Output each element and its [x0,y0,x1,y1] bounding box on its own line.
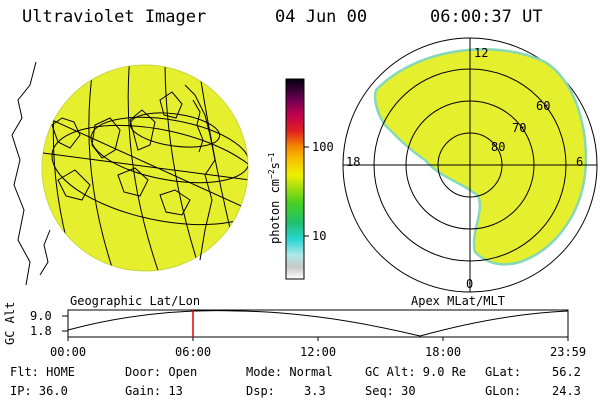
altitude-curve [67,310,569,337]
mlat-label-70: 70 [512,121,527,135]
time-tick-2: 12:00 [300,345,337,359]
mlt-label-midnight: 0 [466,277,474,291]
polar-grid [343,38,597,292]
status-glat-value: 56.2 [552,365,581,379]
colorbar-tick-10: 10 [312,229,327,243]
polar-panel-label: Apex MLat/MLT [411,294,505,308]
continent-outlines [11,61,216,286]
mlt-label-noon: 12 [474,46,489,60]
altitude-axis-label: GC Alt [3,301,17,345]
geographic-panel-label: Geographic Lat/Lon [70,294,201,308]
altitude-tick-high: 9.0 [30,309,52,323]
status-glat-label: GLat: [485,365,522,379]
status-dsp-label: Dsp: [246,384,275,398]
geographic-map [11,61,249,286]
colorbar-tick-100: 100 [312,140,334,154]
altitude-tick-low: 1.8 [30,324,52,338]
status-door: Door: Open [125,365,198,379]
polar-map [342,37,598,293]
status-glon-label: GLon: [485,384,522,398]
observation-time: 06:00:37 UT [430,7,543,27]
mlt-label-dawn: 6 [576,155,584,169]
altitude-plot [62,309,569,341]
status-ip: IP: 36.0 [10,384,68,398]
status-gain: Gain: 13 [125,384,183,398]
mlat-label-60: 60 [536,99,551,113]
status-glon-value: 24.3 [552,384,581,398]
status-mode: Mode: Normal [246,365,333,379]
time-tick-0: 00:00 [50,345,87,359]
earth-disk [41,64,249,272]
lat-lon-grid [42,65,248,271]
mlat-label-80: 80 [491,140,506,154]
status-seq: Seq: 30 [365,384,416,398]
time-tick-4: 23:59 [550,345,587,359]
time-tick-1: 06:00 [175,345,212,359]
status-dsp-value: 3.3 [304,384,326,398]
colorbar-unit-label: photon cm−2s−1 [267,152,282,244]
mlt-label-dusk: 18 [346,155,361,169]
status-flight: Flt: HOME [10,365,76,379]
observation-date: 04 Jun 00 [275,7,368,27]
color-scale-bar [285,78,309,280]
status-gc-alt: GC Alt: 9.0 Re [365,365,467,379]
time-tick-3: 18:00 [425,345,462,359]
instrument-title: Ultraviolet Imager [22,7,207,27]
